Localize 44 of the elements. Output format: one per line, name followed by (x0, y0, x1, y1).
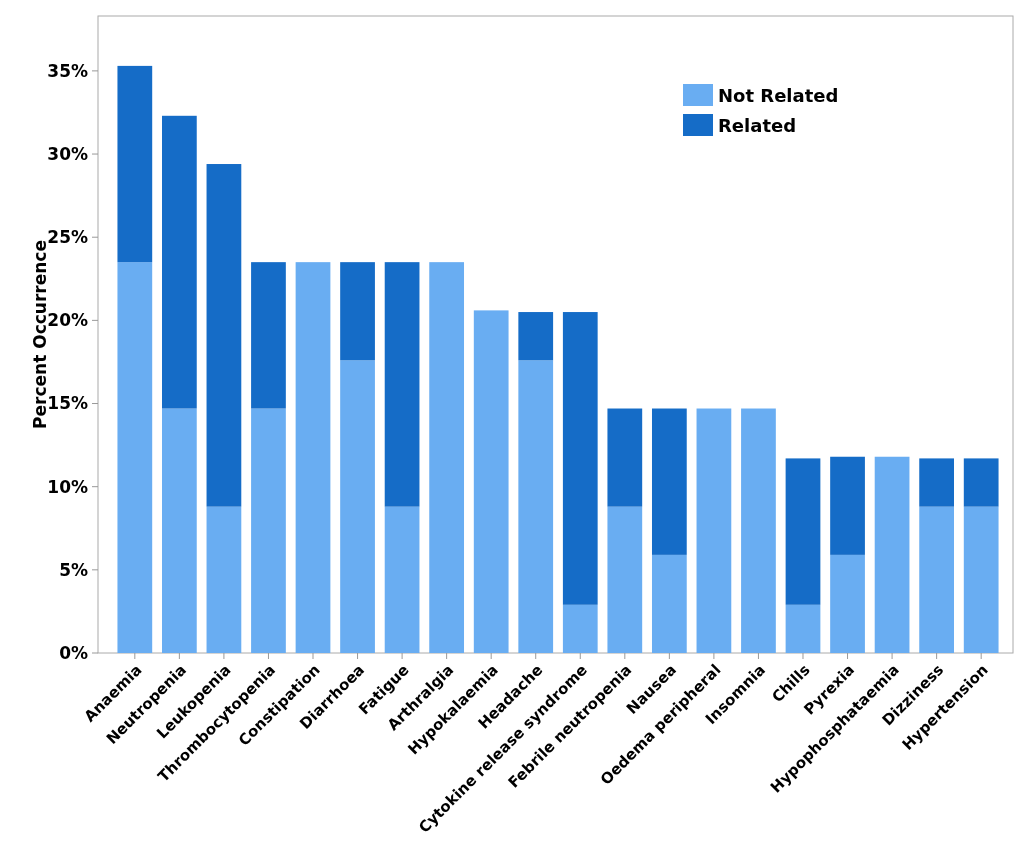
bar (429, 262, 465, 653)
bar (919, 506, 954, 653)
bar (206, 506, 242, 653)
bar (785, 458, 821, 605)
bar (384, 262, 420, 507)
y-tick-label: 30% (47, 143, 88, 164)
bar (562, 312, 598, 605)
bar (874, 456, 910, 653)
bar (162, 115, 197, 409)
bar (963, 458, 999, 507)
bar (518, 312, 554, 361)
bar (963, 506, 999, 653)
y-tick-label: 10% (47, 476, 88, 497)
bar (473, 310, 509, 653)
bar (562, 604, 598, 653)
bar (295, 262, 331, 653)
bar (651, 554, 687, 653)
bar (251, 408, 286, 653)
bar (651, 408, 687, 555)
bar (919, 458, 954, 507)
bar (830, 456, 865, 555)
legend-label: Related (718, 115, 797, 137)
y-tick-label: 5% (59, 559, 88, 580)
y-tick-label: 35% (47, 60, 88, 81)
bar (206, 164, 242, 507)
bar (162, 408, 197, 653)
bar (340, 262, 375, 361)
bar (607, 506, 643, 653)
y-tick-label: 25% (47, 227, 88, 248)
y-tick-label: 15% (47, 393, 88, 414)
y-tick-label: 20% (47, 310, 88, 331)
bar (830, 554, 865, 653)
bar (340, 360, 375, 653)
bar (251, 262, 286, 409)
y-tick-label: 0% (59, 642, 88, 663)
bar (117, 262, 153, 653)
bar (741, 408, 776, 653)
legend-label: Not Related (718, 85, 839, 107)
bar (117, 65, 153, 263)
bar (384, 506, 420, 653)
bar (518, 360, 554, 653)
bar (785, 604, 821, 653)
bar (696, 408, 732, 653)
bar (607, 408, 643, 507)
